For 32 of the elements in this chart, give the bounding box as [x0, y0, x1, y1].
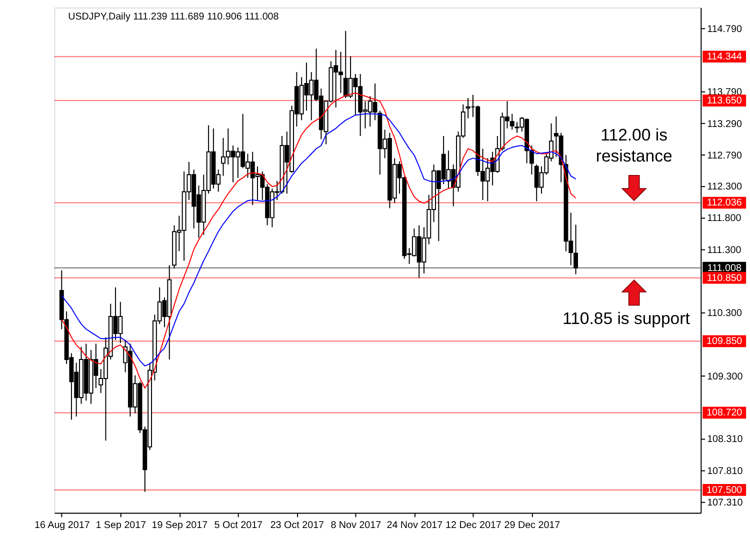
x-tick-label: 29 Dec 2017 [504, 520, 560, 532]
y-tick-label: 114.790 [707, 24, 742, 35]
ref-line-label: 112.036 [706, 198, 742, 209]
y-tick-label: 111.300 [707, 244, 742, 256]
x-tick-label: 12 Dec 2017 [445, 520, 502, 532]
x-tick-label: 24 Nov 2017 [386, 520, 443, 532]
y-tick-label: 111.800 [707, 213, 742, 224]
y-tick-label: 112.300 [707, 181, 742, 192]
x-tick-label: 19 Sep 2017 [152, 520, 208, 532]
y-tick-label: 109.300 [707, 371, 744, 382]
y-tick-label: 113.290 [707, 118, 742, 130]
chart-title: USDJPY,Daily 111.239 111.689 110.906 111.008 [68, 11, 280, 22]
x-tick-label: 16 Aug 2017 [34, 520, 90, 532]
y-tick-label: 108.310 [707, 434, 744, 446]
ref-line-label: 109.850 [706, 336, 743, 348]
y-tick-label: 107.810 [707, 466, 744, 477]
ref-line-label: 110.850 [706, 272, 742, 284]
y-tick-label: 112.790 [707, 150, 742, 162]
annotation: 110.85 is support [562, 309, 690, 328]
ref-line-label: 114.344 [706, 52, 742, 63]
ref-line-label: 108.720 [706, 408, 743, 419]
candlestick [466, 98, 470, 119]
x-tick-label: 5 Oct 2017 [214, 520, 263, 532]
x-tick-label: 23 Oct 2017 [270, 520, 324, 532]
ref-line-label: 113.650 [706, 96, 742, 107]
ref-line-label: 111.008 [707, 262, 742, 274]
ref-line-label: 107.500 [706, 484, 743, 496]
x-tick-label: 8 Nov 2017 [330, 520, 382, 532]
y-tick-label: 107.310 [707, 497, 744, 508]
annotation: 112.00 is resistance [596, 126, 672, 166]
x-tick-label: 1 Sep 2017 [96, 520, 146, 532]
y-tick-label: 110.300 [707, 308, 742, 320]
